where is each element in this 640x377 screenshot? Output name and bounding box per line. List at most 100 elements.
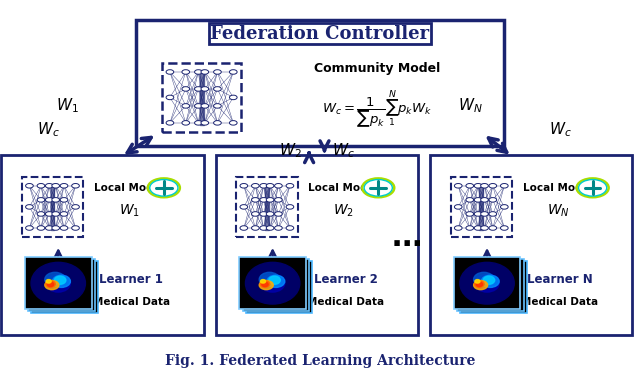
Circle shape (60, 184, 68, 188)
FancyBboxPatch shape (239, 257, 306, 310)
Ellipse shape (267, 275, 285, 287)
Circle shape (214, 87, 221, 91)
Circle shape (252, 198, 259, 202)
FancyBboxPatch shape (31, 261, 98, 313)
Text: Fig. 1. Federated Learning Architecture: Fig. 1. Federated Learning Architecture (165, 354, 475, 368)
Text: $\boldsymbol{\cdots}$: $\boldsymbol{\cdots}$ (392, 229, 421, 257)
Text: $W_2$: $W_2$ (278, 141, 301, 160)
Text: $W_c = \dfrac{1}{\sum p_k} \sum_{1}^{N} p_k W_k$: $W_c = \dfrac{1}{\sum p_k} \sum_{1}^{N} … (322, 88, 433, 131)
Circle shape (489, 198, 497, 202)
Ellipse shape (474, 280, 484, 287)
Circle shape (489, 184, 497, 188)
FancyBboxPatch shape (1, 155, 204, 335)
Circle shape (260, 198, 268, 202)
Circle shape (240, 205, 248, 209)
Circle shape (45, 211, 53, 216)
Circle shape (466, 226, 474, 230)
Ellipse shape (47, 282, 54, 287)
Circle shape (72, 226, 79, 230)
Circle shape (230, 95, 237, 100)
Ellipse shape (52, 275, 70, 287)
Ellipse shape (246, 262, 300, 304)
Circle shape (275, 226, 282, 230)
Circle shape (252, 184, 259, 188)
Ellipse shape (45, 280, 59, 290)
Text: $W_1$: $W_1$ (56, 96, 79, 115)
Circle shape (481, 226, 488, 230)
Circle shape (166, 95, 174, 100)
Circle shape (364, 179, 392, 196)
Circle shape (474, 211, 482, 216)
Circle shape (52, 211, 60, 216)
Ellipse shape (260, 279, 266, 283)
Ellipse shape (460, 262, 515, 304)
Circle shape (214, 104, 221, 108)
Circle shape (60, 198, 68, 202)
FancyBboxPatch shape (451, 177, 512, 237)
Circle shape (466, 198, 474, 202)
Text: Medical Data: Medical Data (307, 297, 384, 307)
Circle shape (362, 178, 394, 197)
Circle shape (150, 179, 178, 196)
Circle shape (481, 211, 488, 216)
Circle shape (26, 184, 33, 188)
Circle shape (201, 121, 209, 125)
Circle shape (260, 226, 268, 230)
Text: Learner 1: Learner 1 (99, 273, 163, 286)
FancyBboxPatch shape (136, 20, 504, 146)
Circle shape (166, 121, 174, 125)
Ellipse shape (259, 280, 273, 290)
Circle shape (489, 211, 497, 216)
Text: Local Model: Local Model (94, 183, 164, 193)
Ellipse shape (46, 280, 56, 287)
FancyBboxPatch shape (25, 257, 92, 310)
Circle shape (481, 184, 488, 188)
Text: Local Model: Local Model (308, 183, 379, 193)
Circle shape (72, 184, 79, 188)
Text: $W_N$: $W_N$ (547, 202, 570, 219)
Circle shape (266, 226, 274, 230)
Circle shape (240, 226, 248, 230)
Text: $W_c$: $W_c$ (548, 121, 572, 139)
Circle shape (286, 184, 294, 188)
Ellipse shape (31, 262, 86, 304)
Circle shape (60, 211, 68, 216)
Circle shape (500, 205, 508, 209)
FancyBboxPatch shape (454, 257, 520, 310)
Circle shape (201, 104, 209, 108)
Text: Federation Controller: Federation Controller (211, 25, 429, 43)
FancyBboxPatch shape (216, 155, 418, 335)
Text: Medical Data: Medical Data (522, 297, 598, 307)
Circle shape (148, 178, 180, 197)
FancyBboxPatch shape (243, 259, 309, 311)
Bar (265, 184, 269, 230)
Circle shape (474, 184, 482, 188)
Circle shape (52, 226, 60, 230)
Circle shape (195, 87, 202, 91)
Text: $W_1$: $W_1$ (119, 202, 140, 219)
Text: Local Model: Local Model (523, 183, 593, 193)
Circle shape (214, 70, 221, 74)
Ellipse shape (46, 274, 70, 292)
Ellipse shape (483, 276, 495, 284)
FancyBboxPatch shape (236, 177, 298, 237)
Text: $W_N$: $W_N$ (458, 96, 483, 115)
Circle shape (26, 226, 33, 230)
Circle shape (252, 211, 259, 216)
FancyBboxPatch shape (163, 63, 241, 132)
Circle shape (230, 70, 237, 74)
Circle shape (489, 226, 497, 230)
Circle shape (45, 184, 53, 188)
Ellipse shape (475, 279, 480, 283)
Circle shape (182, 87, 189, 91)
Circle shape (454, 184, 462, 188)
FancyBboxPatch shape (22, 177, 83, 237)
Ellipse shape (259, 272, 280, 287)
Circle shape (275, 198, 282, 202)
FancyBboxPatch shape (246, 261, 312, 313)
Circle shape (52, 184, 60, 188)
Circle shape (37, 184, 45, 188)
Circle shape (275, 184, 282, 188)
Circle shape (52, 198, 60, 202)
Text: Learner N: Learner N (527, 273, 593, 286)
